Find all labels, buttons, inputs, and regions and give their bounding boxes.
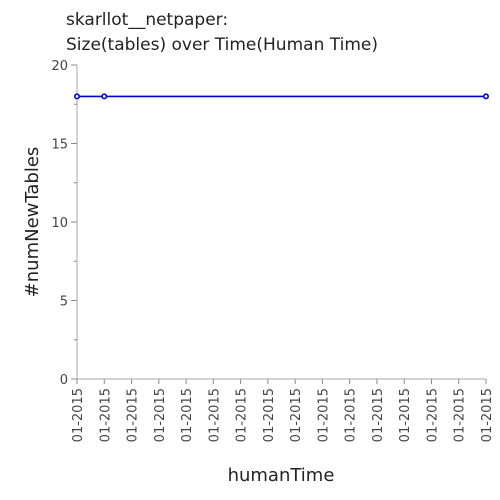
data-point [101,93,108,100]
y-tick-label: 15 [51,138,68,153]
y-tick-label: 5 [60,295,68,310]
y-tick-label: 10 [51,216,68,231]
data-point [74,93,81,100]
x-axis: 01-2015 01-2015 01-2015 01-2015 01-2015 01-20… [71,378,495,442]
y-tick-label: 0 [60,373,68,388]
x-tick-label: 01-2015 [344,388,359,442]
x-axis-label: humanTime [228,465,335,486]
y-axis-label: #numNewTables [22,147,43,298]
x-tick-label: 01-2015 [180,388,195,442]
chart-title-line-2: Size(tables) over Time(Human Time) [66,35,378,55]
x-tick-label: 01-2015 [289,388,304,442]
y-axis: 0 5 10 15 20 [51,59,78,388]
x-tick-label: 01-2015 [126,388,141,442]
data-point [482,93,489,100]
x-tick-label: 01-2015 [71,388,86,442]
x-tick-label: 01-2015 [425,388,440,442]
x-tick-label: 01-2015 [235,388,250,442]
chart-title-line-1: skarllot__netpaper: [66,10,228,30]
x-tick-label: 01-2015 [207,388,222,442]
x-tick-label: 01-2015 [98,388,113,442]
series-layer [74,93,489,100]
x-tick-label: 01-2015 [316,388,331,442]
x-tick-label: 01-2015 [262,388,277,442]
x-tick-label: 01-2015 [453,388,468,442]
x-tick-label: 01-2015 [153,388,168,442]
x-tick-label: 01-2015 [371,388,386,442]
x-tick-label: 01-2015 [480,388,495,442]
y-tick-label: 20 [51,59,68,74]
x-tick-label: 01-2015 [398,388,413,442]
